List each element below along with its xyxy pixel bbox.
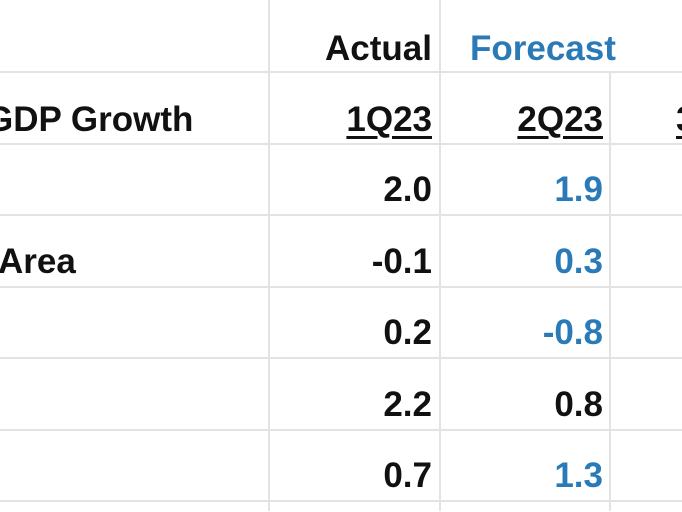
row-label[interactable] [0,154,260,226]
cell-2q23[interactable]: 0.8 [554,385,603,424]
cell-1q23[interactable]: 2.2 [383,385,432,424]
row-label-gdp-growth[interactable]: GDP Growth [0,100,194,139]
gridline [0,286,682,288]
cell-1q23[interactable]: -0.1 [371,242,432,281]
header-forecast[interactable]: Forecast [470,29,616,68]
gridline [268,0,270,511]
row-label[interactable] [0,369,260,441]
cell-2q23[interactable]: -0.8 [542,313,603,352]
gridline [0,71,682,73]
gridline [0,429,682,431]
gridline [439,0,441,511]
gridline [0,214,682,216]
cell-2q23[interactable]: 0.3 [554,242,603,281]
column-header-2q23[interactable]: 2Q23 [517,100,603,139]
column-header-1q23[interactable]: 1Q23 [346,100,432,139]
cell-1q23[interactable]: 0.2 [383,313,432,352]
cell-1q23[interactable]: 2.0 [383,170,432,209]
gridline [0,500,682,502]
gridline [609,71,611,511]
cell-2q23[interactable]: 1.3 [554,456,603,495]
cell-1q23[interactable]: 0.7 [383,456,432,495]
row-label[interactable] [0,297,260,369]
row-label-area[interactable]: Area [0,242,76,281]
gridline [0,143,682,145]
gridline [0,357,682,359]
cell-2q23[interactable]: 1.9 [554,170,603,209]
header-actual[interactable]: Actual [325,29,432,68]
row-label[interactable] [0,440,260,512]
column-header-3q23-partial[interactable]: 3 [676,84,682,156]
